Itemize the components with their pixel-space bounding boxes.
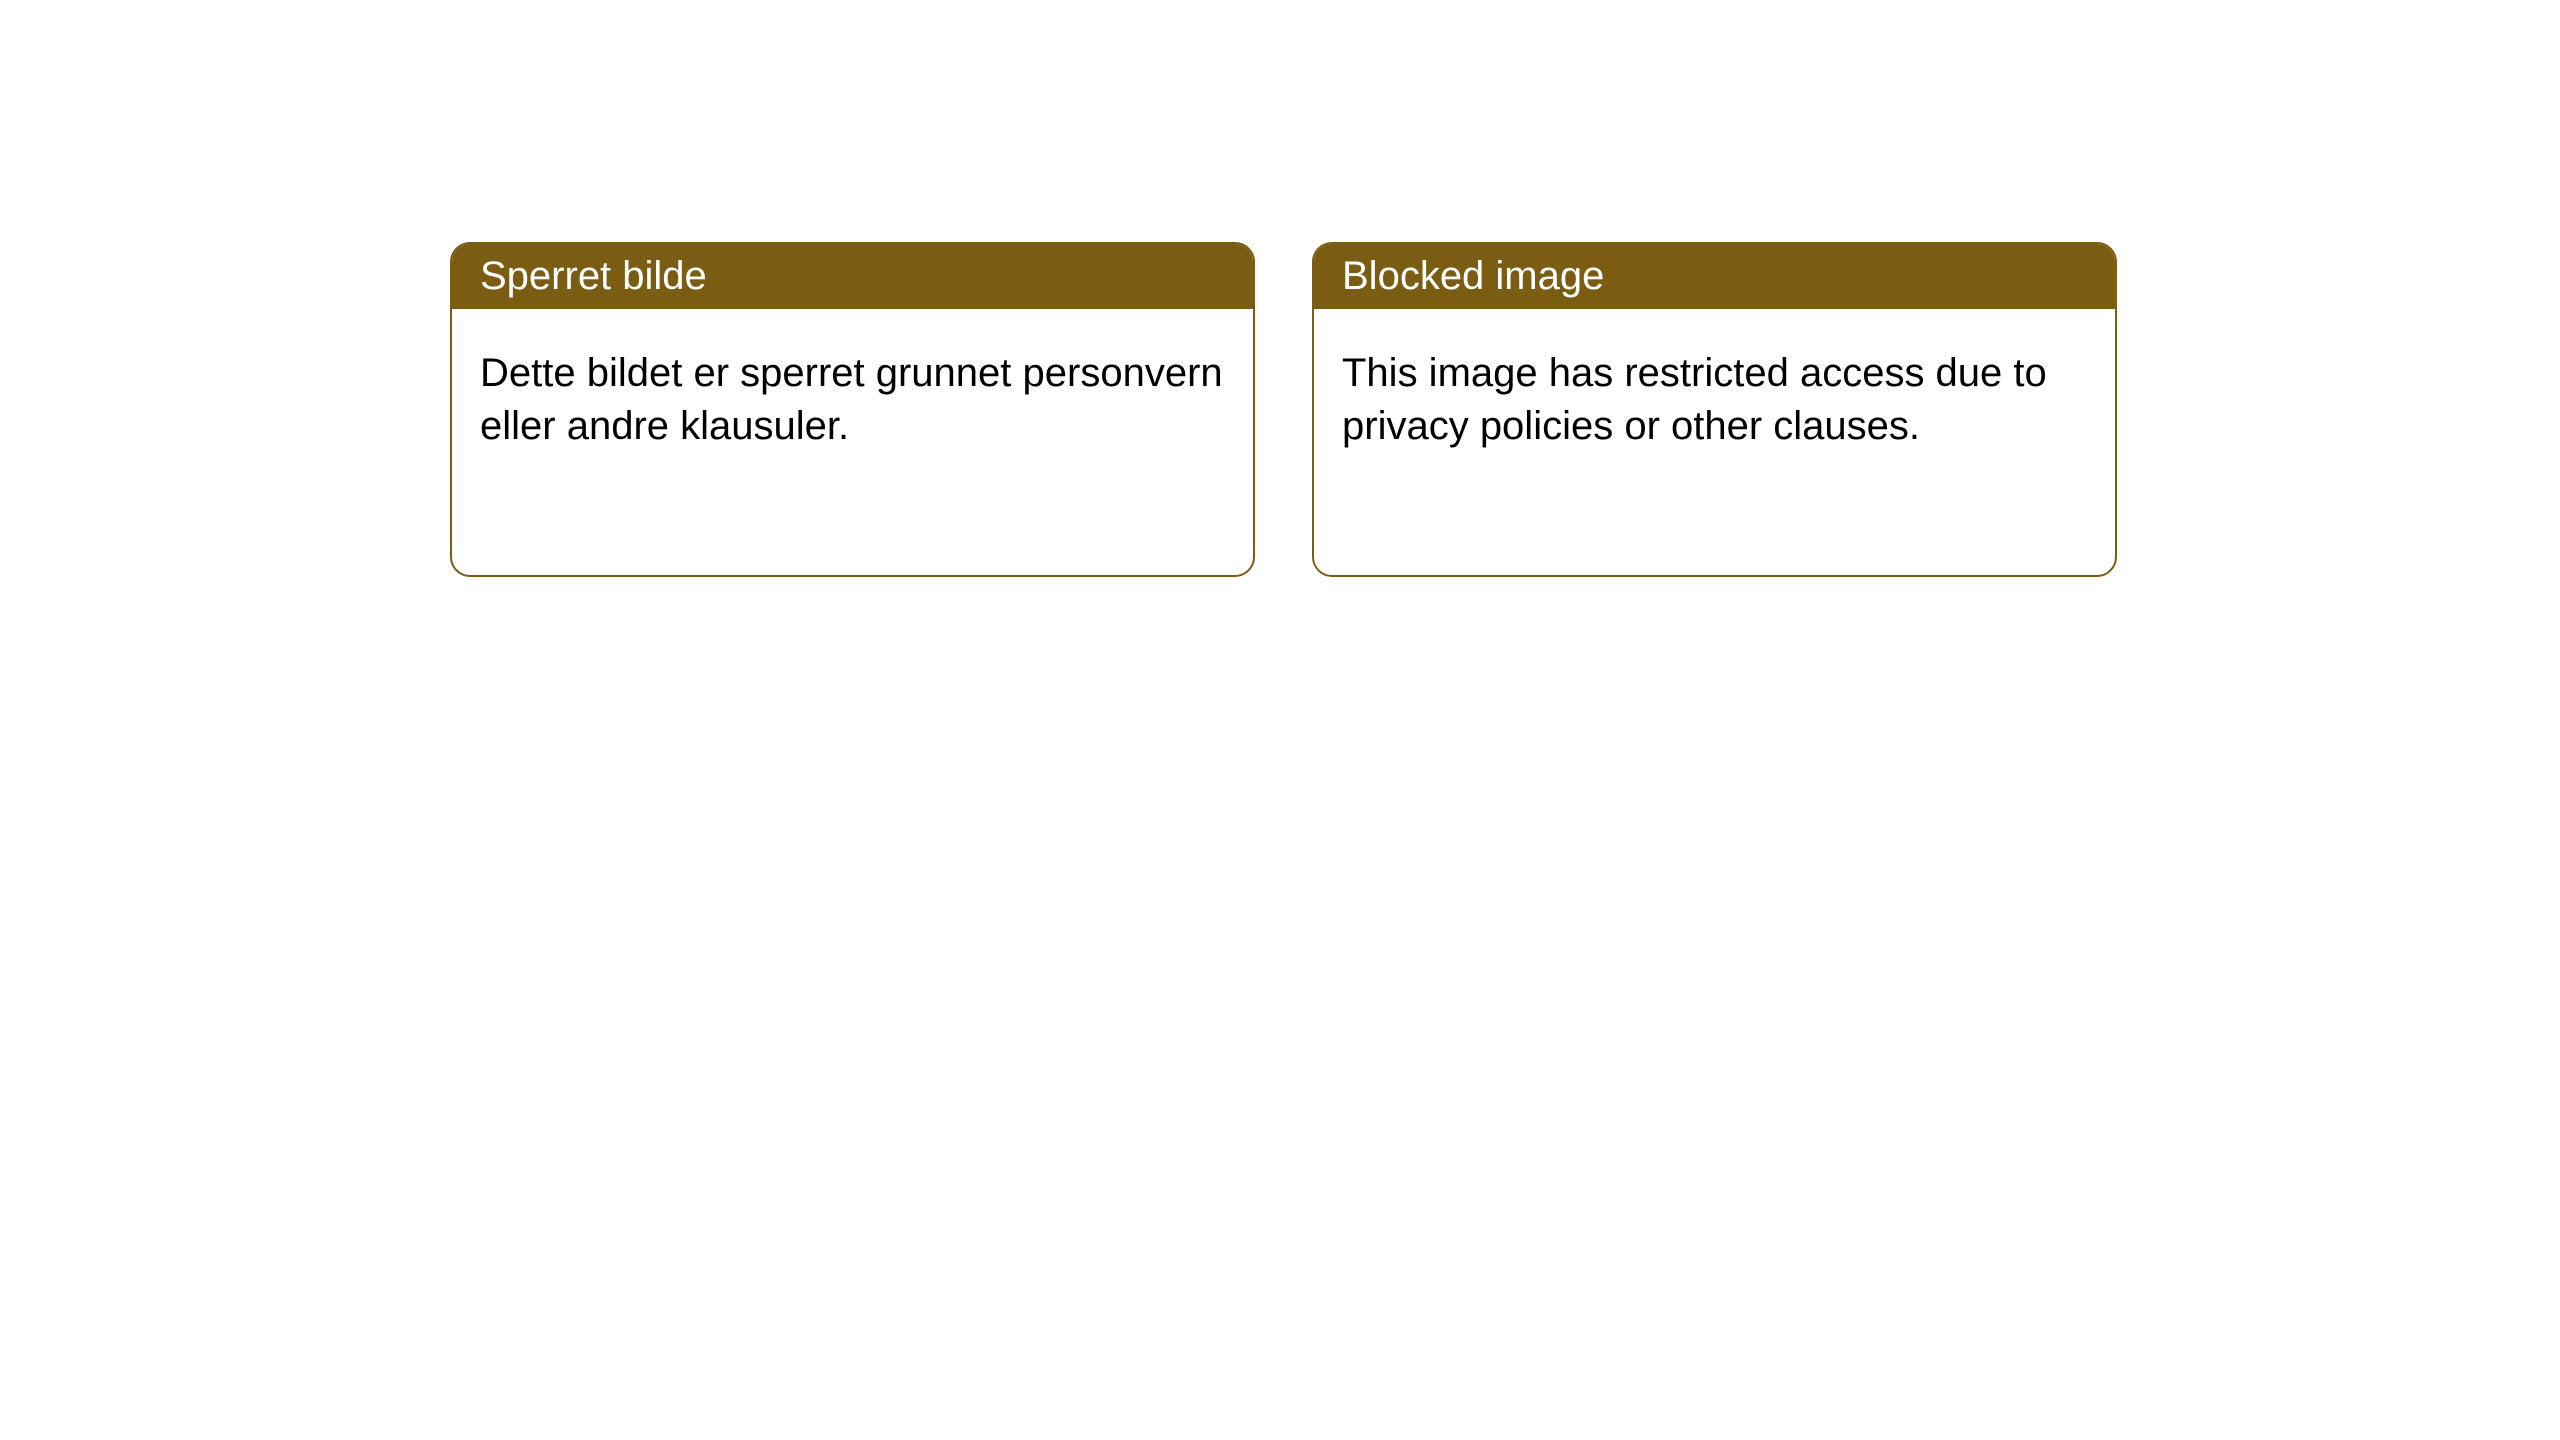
card-header: Blocked image <box>1314 244 2115 309</box>
card-body: Dette bildet er sperret grunnet personve… <box>452 309 1253 491</box>
blocked-image-card-no: Sperret bilde Dette bildet er sperret gr… <box>450 242 1255 577</box>
blocked-image-card-en: Blocked image This image has restricted … <box>1312 242 2117 577</box>
card-header: Sperret bilde <box>452 244 1253 309</box>
card-body-text: Dette bildet er sperret grunnet personve… <box>480 351 1223 448</box>
notice-container: Sperret bilde Dette bildet er sperret gr… <box>0 0 2560 577</box>
card-title: Blocked image <box>1342 254 1604 298</box>
card-title: Sperret bilde <box>480 254 707 298</box>
card-body-text: This image has restricted access due to … <box>1342 351 2047 448</box>
card-body: This image has restricted access due to … <box>1314 309 2115 491</box>
